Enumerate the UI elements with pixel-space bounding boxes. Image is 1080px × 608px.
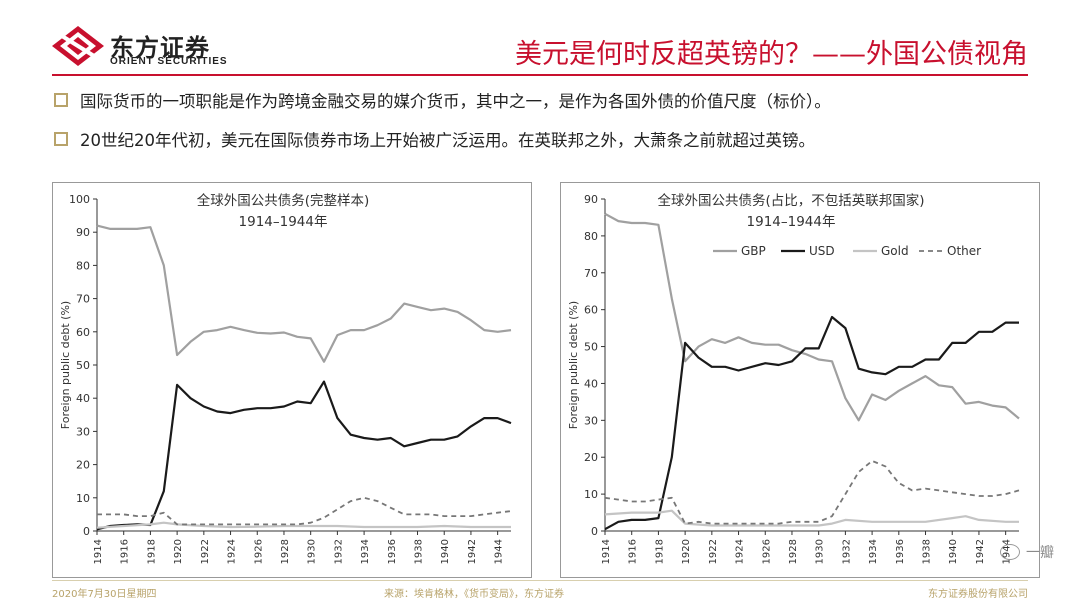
chart-full-sample: 0 10 20 30 40 50 60 70 80 90 100 1914 1916 1918 1920 19… — [59, 192, 512, 564]
y-tick-label: 80 — [584, 230, 598, 243]
series-line-gbp — [604, 212, 1020, 422]
x-tick-label: 1914 — [93, 539, 104, 564]
y-tick-label: 30 — [76, 425, 90, 438]
y-axis-label: Foreign public debt (%) — [59, 301, 72, 429]
title-divider — [52, 74, 1028, 76]
y-tick-label: 90 — [76, 226, 90, 239]
x-tick-label: 1942 — [467, 539, 478, 564]
y-tick-label: 80 — [76, 259, 90, 272]
x-tick-label: 1934 — [868, 539, 879, 564]
y-tick-label: 60 — [584, 304, 598, 317]
bullet-point-1: 国际货币的一项职能是作为跨境金融交易的媒介货币，其中之一，是作为各国外债的价值尺… — [54, 88, 831, 112]
watermark: 一瓣 — [1000, 542, 1054, 562]
x-tick-label: 1932 — [333, 539, 344, 564]
legend-label-usd: USD — [809, 244, 835, 258]
footer-company: 东方证券股份有限公司 — [928, 589, 1028, 600]
x-tick-label: 1924 — [227, 539, 238, 564]
x-tick-label: 1930 — [307, 539, 318, 564]
y-tick-label: 40 — [76, 392, 90, 405]
series-line-gbp — [96, 224, 512, 363]
x-tick-label: 1944 — [494, 539, 505, 564]
x-tick-label: 1936 — [895, 539, 906, 564]
legend-label-gold: Gold — [881, 244, 909, 258]
bullet-text-2: 20世纪20年代初，美元在国际债券市场上开始被广泛运用。在英联邦之外，大萧条之前… — [80, 131, 815, 150]
x-tick-label: 1922 — [708, 539, 719, 564]
x-tick-label: 1940 — [948, 539, 959, 564]
x-tick-label: 1918 — [654, 539, 665, 564]
x-tick-label: 1934 — [360, 539, 371, 564]
x-tick-label: 1916 — [120, 539, 131, 564]
y-tick-label: 10 — [584, 488, 598, 501]
logo-chinese-name: 东方证券 — [110, 34, 210, 62]
x-tick-label: 1920 — [681, 539, 692, 564]
x-tick-label: 1938 — [414, 539, 425, 564]
bullet-box-icon — [54, 93, 68, 107]
series-line-usd — [604, 315, 1019, 531]
x-tick-label: 1942 — [975, 539, 986, 564]
y-tick-label: 60 — [76, 326, 90, 339]
y-tick-label: 70 — [584, 267, 598, 280]
footer-divider — [52, 580, 1028, 581]
y-tick-label: 0 — [83, 525, 90, 538]
bullet-point-2: 20世纪20年代初，美元在国际债券市场上开始被广泛运用。在英联邦之外，大萧条之前… — [54, 127, 815, 151]
series-line-gold — [604, 509, 1019, 527]
x-tick-label: 1922 — [200, 539, 211, 564]
x-tick-label: 1936 — [387, 539, 398, 564]
logo-english-name: ORIENT SECURITIES — [110, 56, 228, 67]
y-tick-label: 70 — [76, 293, 90, 306]
x-tick-label: 1932 — [841, 539, 852, 564]
y-tick-label: 20 — [76, 459, 90, 472]
y-tick-label: 50 — [584, 341, 598, 354]
y-tick-label: 20 — [584, 451, 598, 464]
footer-date: 2020年7月30日星期四 — [52, 589, 157, 600]
chart-panel-full-sample: 0 10 20 30 40 50 60 70 80 90 100 1914 1916 1918 1920 19… — [52, 182, 532, 578]
chart-subtitle: 1914–1944年 — [239, 214, 328, 230]
bullet-box-icon — [54, 132, 68, 146]
company-logo: 东方证券 ORIENT SECURITIES — [52, 26, 252, 70]
watermark-text: 一瓣 — [1026, 545, 1054, 561]
bullet-text-1: 国际货币的一项职能是作为跨境金融交易的媒介货币，其中之一，是作为各国外债的价值尺… — [80, 92, 831, 111]
chart-subtitle: 1914–1944年 — [747, 214, 836, 230]
x-tick-label: 1916 — [628, 539, 639, 564]
y-tick-label: 40 — [584, 377, 598, 390]
x-tick-label: 1926 — [761, 539, 772, 564]
y-tick-label: 10 — [76, 492, 90, 505]
logo-mark-icon — [52, 26, 104, 66]
y-axis-label: Foreign public debt (%) — [567, 301, 580, 429]
x-tick-label: 1920 — [173, 539, 184, 564]
y-tick-label: 50 — [76, 359, 90, 372]
chart-excl-commonwealth: 0 10 20 30 40 50 60 70 80 90 1914 1916 1918 1920 1922 1… — [567, 192, 1020, 564]
series-line-usd — [96, 380, 512, 531]
legend-label-other: Other — [947, 244, 981, 258]
x-tick-label: 1926 — [253, 539, 264, 564]
x-tick-label: 1930 — [815, 539, 826, 564]
chart-title: 全球外国公共债务(占比，不包括英联邦国家) — [657, 192, 924, 209]
page-title: 美元是何时反超英镑的？——外国公债视角 — [515, 39, 1028, 70]
x-tick-label: 1938 — [922, 539, 933, 564]
legend-label-gbp: GBP — [741, 244, 766, 258]
chart-title: 全球外国公共债务(完整样本) — [197, 192, 370, 209]
series-line-other — [604, 459, 1020, 525]
x-tick-label: 1924 — [735, 539, 746, 564]
footer-source: 来源：埃肯格林，《货币变局》，东方证券 — [384, 589, 564, 600]
x-tick-label: 1928 — [788, 539, 799, 564]
series-line-gold — [96, 521, 511, 529]
x-tick-label: 1918 — [146, 539, 157, 564]
x-tick-label: 1914 — [601, 539, 612, 564]
x-tick-label: 1928 — [280, 539, 291, 564]
series-line-other — [97, 496, 512, 526]
wechat-icon — [1000, 544, 1020, 560]
x-tick-label: 1940 — [440, 539, 451, 564]
y-tick-label: 0 — [591, 525, 598, 538]
y-tick-label: 100 — [69, 193, 90, 206]
y-tick-label: 90 — [584, 193, 598, 206]
y-tick-label: 30 — [584, 414, 598, 427]
chart-panel-excl-commonwealth: 0 10 20 30 40 50 60 70 80 90 1914 1916 1918 1920 1922 1… — [560, 182, 1040, 578]
